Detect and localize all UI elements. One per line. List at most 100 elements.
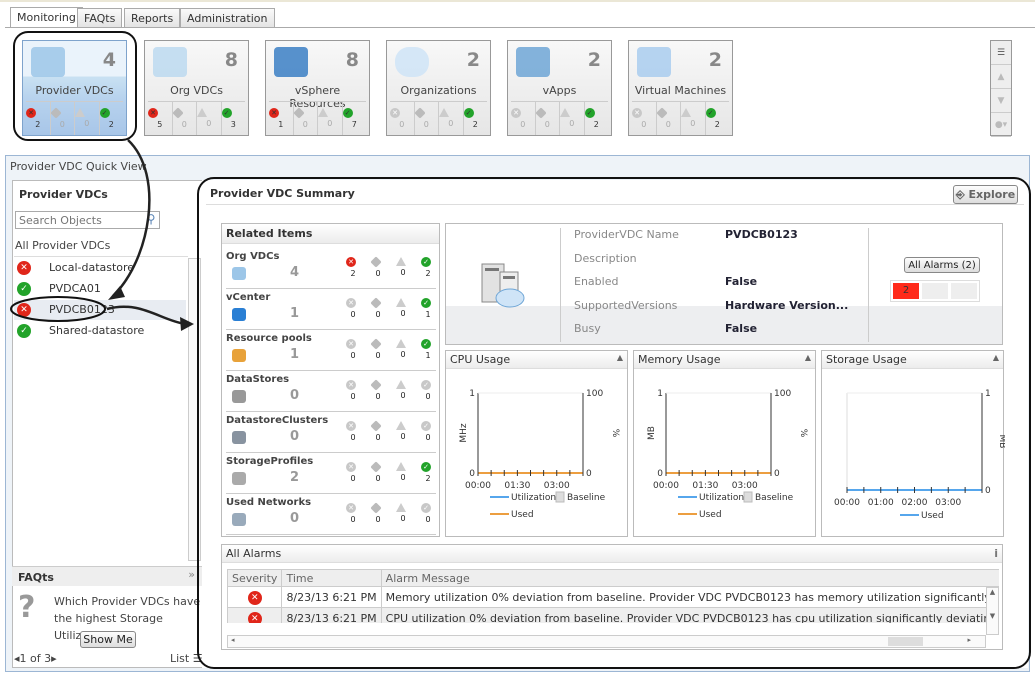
related-item-row[interactable]: Resource pools 1 ✕ 0 0 0 ✓ 1 bbox=[226, 330, 436, 371]
info-icon[interactable]: i bbox=[994, 547, 998, 560]
status-count[interactable]: 0 bbox=[396, 501, 410, 523]
status-count[interactable]: 0 bbox=[396, 296, 410, 318]
status-count[interactable]: 0 bbox=[396, 419, 410, 441]
status-count[interactable]: ✕ 0 bbox=[346, 419, 360, 442]
status-count[interactable]: ✕ 0 bbox=[346, 460, 360, 483]
tile-virtual-machines[interactable]: 2 Virtual Machines ✕ 0 0 0 ✓ 2 bbox=[628, 40, 733, 136]
tile-vapps[interactable]: 2 vApps ✕ 0 0 0 ✓ 2 bbox=[507, 40, 612, 136]
status-count[interactable]: ✕ 0 bbox=[346, 378, 360, 401]
status-count[interactable]: ✕ 2 bbox=[26, 102, 50, 135]
table-row[interactable]: ✕ 8/23/13 6:21 PM CPU utilization 0% devia… bbox=[227, 607, 999, 623]
settings-icon[interactable]: ●▾ bbox=[991, 113, 1011, 137]
explore-button[interactable]: ⎆ Explore bbox=[953, 185, 1018, 204]
status-count[interactable]: 0 bbox=[74, 102, 99, 135]
search-icon[interactable]: ⚲ bbox=[146, 212, 156, 226]
related-item-row[interactable]: vCenter 1 ✕ 0 0 0 ✓ 1 bbox=[226, 289, 436, 330]
status-count[interactable]: 0 bbox=[396, 337, 410, 359]
status-count[interactable]: 0 bbox=[655, 102, 681, 135]
scroll-up-icon[interactable]: ▲ bbox=[991, 65, 1011, 89]
collapse-icon[interactable]: ▲ bbox=[992, 353, 999, 362]
status-count[interactable]: ✓ 1 bbox=[421, 337, 435, 360]
list-item[interactable]: ✓ Shared-datastore bbox=[14, 321, 186, 341]
tile-provider-vdcs[interactable]: 4 Provider VDCs ✕ 2 0 0 ✓ 2 bbox=[22, 40, 127, 136]
status-count[interactable]: 0 bbox=[396, 460, 410, 482]
alarms-vertical-scrollbar[interactable]: ▲ ▼ bbox=[986, 587, 999, 635]
status-count[interactable]: 0 bbox=[396, 255, 410, 277]
status-count[interactable]: ✕ 0 bbox=[632, 102, 656, 135]
status-count[interactable]: ✕ 0 bbox=[346, 337, 360, 360]
scroll-down-icon[interactable]: ▼ bbox=[991, 89, 1011, 113]
status-count[interactable]: ✕ 0 bbox=[346, 501, 360, 524]
all-provider-vdcs-link[interactable]: All Provider VDCs bbox=[15, 239, 111, 252]
warning-alarm-count[interactable] bbox=[922, 283, 948, 299]
status-count[interactable]: ✕ 0 bbox=[511, 102, 535, 135]
collapse-icon[interactable]: » bbox=[188, 568, 195, 581]
status-count[interactable]: ✓ 2 bbox=[462, 102, 488, 135]
tab-monitoring[interactable]: Monitoring bbox=[10, 7, 83, 28]
tab-administration[interactable]: Administration bbox=[180, 8, 275, 28]
status-count[interactable]: ✓ 0 bbox=[421, 419, 435, 442]
status-count[interactable]: 0 bbox=[171, 102, 197, 135]
status-count[interactable]: 0 bbox=[680, 102, 705, 135]
status-count[interactable]: 0 bbox=[196, 102, 221, 135]
tab-faqts[interactable]: FAQts bbox=[77, 8, 123, 28]
status-count[interactable]: 0 bbox=[370, 378, 385, 401]
status-count[interactable]: ✕ 1 bbox=[269, 102, 293, 135]
column-severity[interactable]: Severity bbox=[227, 569, 283, 587]
info-alarm-count[interactable] bbox=[951, 283, 977, 299]
faq-pager[interactable]: ◂1 of 3▸ bbox=[14, 652, 57, 665]
tile-organizations[interactable]: 2 Organizations ✕ 0 0 0 ✓ 2 bbox=[386, 40, 491, 136]
status-count[interactable]: ✓ 3 bbox=[220, 102, 246, 135]
tile-vsphere-resources[interactable]: 8 vSphere Resources ✕ 1 0 0 ✓ 7 bbox=[265, 40, 370, 136]
status-count[interactable]: 0 bbox=[317, 102, 342, 135]
status-count[interactable]: 0 bbox=[413, 102, 439, 135]
alarms-horizontal-scrollbar[interactable]: ◂ ▸ bbox=[227, 635, 986, 648]
status-count[interactable]: ✓ 2 bbox=[421, 255, 435, 278]
status-count[interactable]: ✓ 0 bbox=[421, 501, 435, 524]
status-count[interactable]: 0 bbox=[49, 102, 75, 135]
status-count[interactable]: 0 bbox=[396, 378, 410, 400]
related-item-row[interactable]: DataStores 0 ✕ 0 0 0 ✓ 0 bbox=[226, 371, 436, 412]
related-item-row[interactable]: DatastoreClusters 0 ✕ 0 0 0 ✓ 0 bbox=[226, 412, 436, 453]
list-item[interactable]: ✓ PVDCA01 bbox=[14, 279, 186, 299]
status-count[interactable]: ✓ 2 bbox=[421, 460, 435, 483]
status-count[interactable]: 0 bbox=[370, 501, 385, 524]
collapse-icon[interactable]: ▲ bbox=[616, 353, 623, 362]
status-count[interactable]: 0 bbox=[370, 296, 385, 319]
status-count[interactable]: ✓ 2 bbox=[98, 102, 124, 135]
all-alarms-button[interactable]: All Alarms (2) bbox=[904, 257, 980, 273]
status-count[interactable]: ✓ 7 bbox=[341, 102, 367, 135]
list-scrollbar[interactable] bbox=[188, 258, 201, 561]
critical-alarm-count[interactable]: 2 bbox=[893, 283, 919, 299]
status-count[interactable]: 0 bbox=[292, 102, 318, 135]
list-options-icon[interactable]: ☰ bbox=[991, 41, 1011, 65]
status-count[interactable]: 0 bbox=[370, 337, 385, 360]
status-count[interactable]: 0 bbox=[559, 102, 584, 135]
status-count[interactable]: ✓ 2 bbox=[704, 102, 730, 135]
list-item[interactable]: ✕ Local-datastore bbox=[14, 258, 186, 278]
collapse-icon[interactable]: ▲ bbox=[804, 353, 811, 362]
status-count[interactable]: ✕ 5 bbox=[148, 102, 172, 135]
status-count[interactable]: ✕ 0 bbox=[390, 102, 414, 135]
status-count[interactable]: ✕ 0 bbox=[346, 296, 360, 319]
show-me-button[interactable]: Show Me bbox=[80, 631, 136, 648]
table-row[interactable]: ✕ 8/23/13 6:21 PM Memory utilization 0% de… bbox=[227, 586, 999, 608]
column-alarm-message[interactable]: Alarm Message bbox=[380, 569, 999, 587]
related-item-row[interactable]: Used Networks 0 ✕ 0 0 0 ✓ 0 bbox=[226, 494, 436, 535]
column-time[interactable]: Time bbox=[281, 569, 382, 587]
related-item-row[interactable]: Org VDCs 4 ✕ 2 0 0 ✓ 2 bbox=[226, 248, 436, 289]
list-link[interactable]: List ☰ bbox=[170, 652, 203, 665]
status-count[interactable]: 0 bbox=[438, 102, 463, 135]
related-item-row[interactable]: StorageProfiles 2 ✕ 0 0 0 ✓ 2 bbox=[226, 453, 436, 494]
status-count[interactable]: ✓ 2 bbox=[583, 102, 609, 135]
status-count[interactable]: ✕ 2 bbox=[346, 255, 360, 278]
tab-reports[interactable]: Reports bbox=[124, 8, 181, 28]
status-count[interactable]: 0 bbox=[370, 419, 385, 442]
tile-org-vdcs[interactable]: 8 Org VDCs ✕ 5 0 0 ✓ 3 bbox=[144, 40, 249, 136]
status-count[interactable]: 0 bbox=[370, 255, 385, 278]
status-count[interactable]: 0 bbox=[370, 460, 385, 483]
search-input[interactable] bbox=[15, 211, 160, 229]
list-item[interactable]: ✕ PVDCB0123 bbox=[14, 300, 186, 320]
status-count[interactable]: 0 bbox=[534, 102, 560, 135]
status-count[interactable]: ✓ 1 bbox=[421, 296, 435, 319]
